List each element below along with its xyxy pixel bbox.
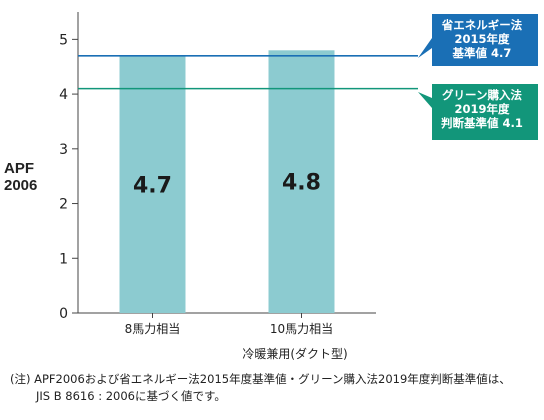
callout-energy-saving-line-3: 基準値 4.7 [452,46,512,60]
bar-value-label: 4.7 [133,173,172,198]
callout-green-purchasing-line-3: 判断基準値 4.1 [441,116,523,130]
y-tick-label: 1 [59,251,68,267]
y-tick-label: 4 [59,87,68,103]
x-axis-label: 冷暖兼用(ダクト型) [242,347,348,361]
callout-energy-saving-line-1: 省エネルギー法 [441,18,523,32]
y-tick-label: 0 [59,306,68,322]
callout-bg-green-purchasing [418,84,538,140]
y-tick-label: 5 [59,32,68,48]
bar [119,55,186,313]
footnote-line-1: (注) APF2006および省エネルギー法2015年度基準値・グリーン購入法20… [10,372,511,386]
y-axis-label-line-1: APF [4,160,34,177]
callout-green-purchasing-line-1: グリーン購入法 [442,88,522,102]
callout-green-purchasing-line-2: 2019年度 [454,102,510,116]
callout-bg-energy-saving [418,14,538,66]
bar-value-label: 4.8 [282,171,321,196]
callout-energy-saving-line-2: 2015年度 [454,32,510,46]
y-tick-label: 3 [59,142,68,158]
bar [268,50,335,314]
x-tick-label: 8馬力相当 [125,322,181,336]
y-tick-label: 2 [59,197,68,213]
footnote: (注) APF2006および省エネルギー法2015年度基準値・グリーン購入法20… [10,371,511,405]
reference-callout-energy-saving: 省エネルギー法 2015年度 基準値 4.7 [418,14,538,66]
footnote-line-2: JIS B 8616 : 2006に基づく値です。 [36,389,226,403]
x-tick-label: 10馬力相当 [270,322,333,336]
y-axis-label-line-2: 2006 [4,177,38,194]
y-axis-label: APF 2006 [4,160,37,194]
reference-callout-green-purchasing: グリーン購入法 2019年度 判断基準値 4.1 [418,84,538,140]
